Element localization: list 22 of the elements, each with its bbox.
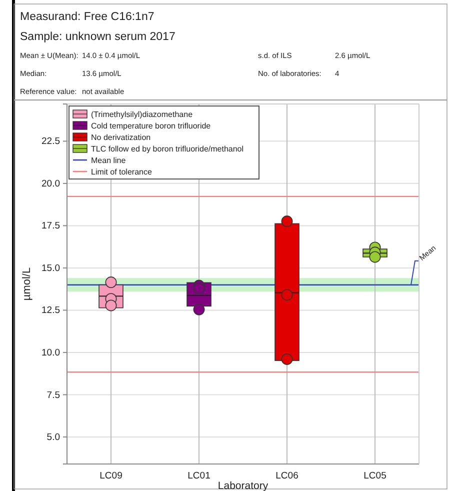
legend-label: Mean line	[91, 156, 126, 165]
x-axis-title: Laboratory	[218, 480, 269, 491]
x-tick-label: LC01	[188, 470, 210, 482]
x-tick-label: LC06	[276, 470, 298, 482]
y-tick-label: 22.5	[42, 136, 60, 148]
chart-subtitle: Sample: unknown serum 2017	[20, 31, 176, 43]
x-tick-label: LC05	[364, 470, 386, 482]
y-tick-label: 12.5	[42, 305, 60, 316]
x-tick-label: LC09	[100, 470, 122, 482]
y-axis-title: µmol/L	[21, 267, 33, 301]
y-tick-label: 7.5	[46, 390, 60, 401]
legend-label: TLC follow ed by boron trifluoride/methanol	[91, 144, 244, 154]
legend-label: No derivatization	[91, 133, 151, 142]
legend-label: Limit of tolerance	[91, 168, 152, 176]
chart-title: Measurand: Free C16:1n7	[20, 11, 154, 23]
y-tick-label: 20.0	[42, 178, 60, 190]
y-tick-label: 15.0	[42, 262, 60, 274]
legend-label: (Trimethylsilyl)diazomethane	[91, 110, 194, 119]
legend-label: Cold temperature boron trifluoride	[91, 122, 212, 130]
y-tick-label: 17.5	[42, 220, 60, 232]
y-tick-label: 5.0	[46, 432, 60, 443]
y-tick-label: 10.0	[42, 347, 60, 358]
